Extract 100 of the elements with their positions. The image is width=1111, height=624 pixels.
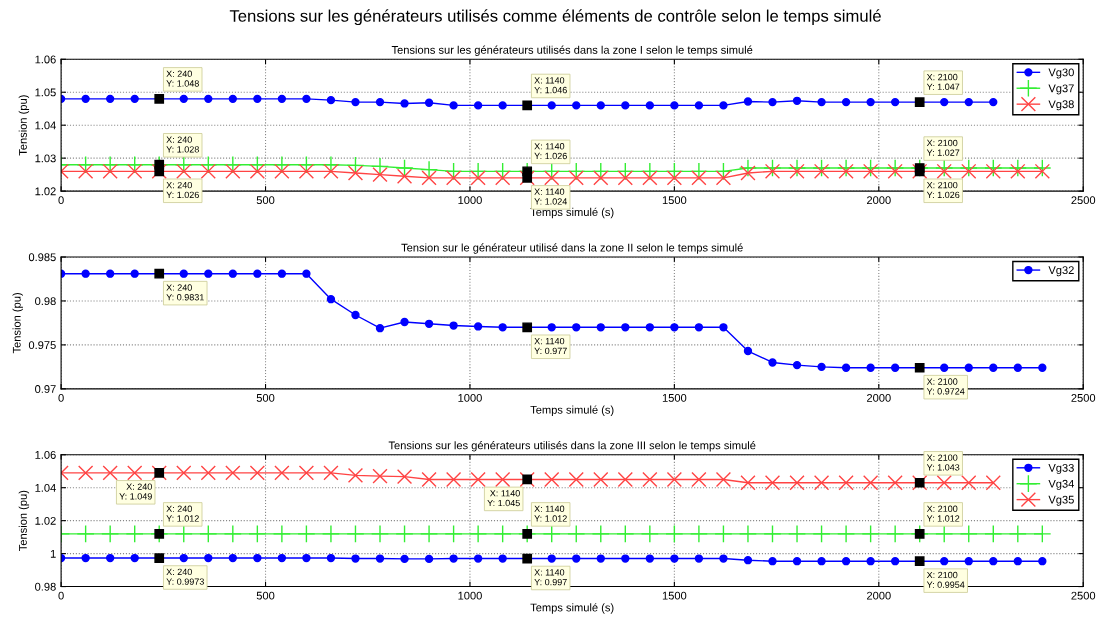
- point: [1013, 363, 1022, 372]
- point: [248, 155, 267, 174]
- point: [449, 321, 458, 330]
- point: [670, 101, 679, 110]
- point: [1033, 524, 1052, 543]
- point: [277, 553, 287, 563]
- x-tick-label: 1000: [458, 393, 482, 402]
- point: [297, 524, 316, 543]
- point: [127, 163, 143, 179]
- point: [1010, 163, 1026, 179]
- point: [297, 155, 316, 174]
- point: [176, 465, 192, 481]
- point: [740, 165, 756, 181]
- point: [298, 163, 315, 179]
- point: [253, 94, 262, 103]
- point: [719, 101, 728, 110]
- point: [596, 101, 605, 110]
- point: [572, 554, 581, 563]
- point: [964, 97, 973, 107]
- x-tick-label: 1500: [662, 393, 687, 402]
- point: [817, 557, 826, 566]
- y-tick-label: 0.98: [35, 582, 56, 591]
- point: [593, 170, 609, 186]
- annotation: X: 1140 Y: 1.045: [487, 490, 520, 507]
- point: [616, 524, 635, 543]
- point: [572, 323, 581, 332]
- annotation: X: 2100 Y: 1.026: [926, 181, 960, 199]
- point: [102, 465, 118, 481]
- point: [400, 99, 409, 108]
- annotation: X: 2100 Y: 1.012: [926, 505, 960, 522]
- chart-subtitle: Tension sur le générateur utilisé dans la zone II selon le temps simulé: [401, 243, 743, 254]
- point: [714, 162, 733, 181]
- point: [277, 269, 287, 278]
- y-tick-label: 1.04: [35, 483, 56, 492]
- point: [127, 465, 143, 481]
- point: [935, 524, 954, 543]
- annotation: X: 240 Y: 1.048: [166, 70, 199, 87]
- point: [940, 363, 949, 372]
- point: [813, 475, 830, 491]
- point: [621, 554, 630, 563]
- y-tick-label: 1.03: [35, 154, 56, 163]
- x-tick-label: 2500: [1071, 196, 1096, 205]
- point: [105, 553, 115, 563]
- point: [788, 524, 807, 543]
- point: [691, 170, 707, 186]
- point: [130, 553, 139, 563]
- y-tick-label: 0.98: [35, 297, 56, 306]
- point: [421, 471, 437, 488]
- x-tick-label: 500: [256, 196, 275, 205]
- point: [861, 524, 880, 543]
- point: [645, 101, 655, 110]
- point: [689, 524, 708, 543]
- point: [743, 346, 753, 356]
- point: [204, 269, 213, 278]
- point: [666, 170, 683, 186]
- point: [347, 467, 364, 483]
- point: [841, 97, 851, 107]
- point: [738, 159, 757, 178]
- point: [518, 524, 537, 543]
- point: [449, 554, 458, 563]
- annotation: X: 1140 Y: 1.012: [534, 505, 567, 522]
- point: [420, 524, 439, 543]
- point: [326, 295, 336, 304]
- point: [200, 465, 216, 481]
- point: [351, 310, 360, 320]
- point: [940, 97, 949, 107]
- point: [866, 97, 875, 107]
- point: [400, 317, 409, 327]
- point: [470, 471, 486, 488]
- point: [248, 524, 267, 543]
- annotation: X: 1140 Y: 1.046: [534, 77, 567, 94]
- point: [302, 269, 311, 278]
- point: [817, 97, 826, 107]
- point: [621, 101, 630, 110]
- y-tick-label: 0.97: [35, 385, 56, 393]
- point: [817, 362, 826, 372]
- point: [77, 465, 94, 481]
- point: [473, 322, 483, 331]
- point: [372, 166, 388, 183]
- point: [985, 163, 1001, 179]
- point: [125, 524, 144, 543]
- point: [449, 101, 458, 110]
- x-tick-label: 1000: [458, 196, 482, 205]
- point: [253, 553, 262, 563]
- point: [890, 97, 900, 107]
- point: [862, 163, 879, 179]
- annotation: X: 1140 Y: 1.026: [534, 143, 567, 160]
- point: [1013, 557, 1022, 566]
- point: [694, 323, 704, 332]
- legend-label: Vg34: [1048, 479, 1075, 490]
- point: [666, 471, 683, 488]
- point: [375, 554, 385, 563]
- point: [961, 163, 977, 179]
- point: [691, 471, 707, 488]
- point: [495, 170, 511, 186]
- point: [567, 524, 586, 543]
- point: [862, 475, 879, 491]
- point: [302, 553, 311, 563]
- x-tick-label: 0: [58, 393, 64, 402]
- point: [347, 165, 364, 181]
